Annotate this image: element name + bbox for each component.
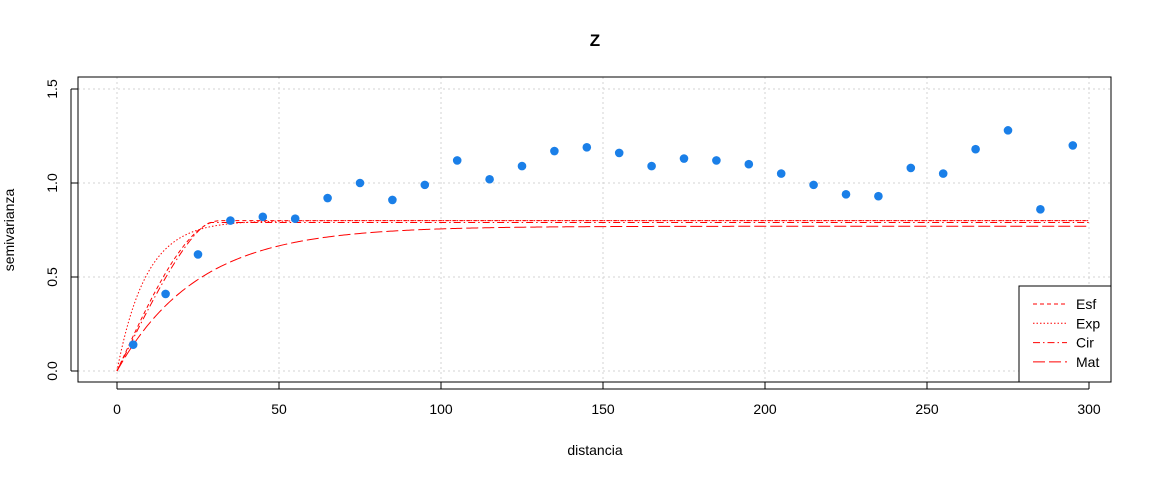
data-point xyxy=(258,212,268,222)
y-tick-label: 0.5 xyxy=(44,267,60,287)
x-axis: 0 50 100 150 200 250 300 xyxy=(113,382,1101,417)
model-curve-exp xyxy=(116,220,1089,372)
data-point xyxy=(874,191,883,201)
data-point xyxy=(193,250,203,259)
legend-box xyxy=(1018,285,1112,383)
data-point xyxy=(161,289,170,299)
grid xyxy=(78,77,1111,382)
y-tick-label: 1.0 xyxy=(44,173,60,193)
data-point xyxy=(388,195,397,205)
legend: Esf Exp Cir Mat xyxy=(1018,285,1112,383)
legend-label-exp: Exp xyxy=(1076,315,1100,331)
model-curves xyxy=(116,220,1089,372)
model-curve-mat xyxy=(116,225,1089,372)
legend-label-cir: Cir xyxy=(1076,335,1094,351)
y-tick-label: 0.0 xyxy=(44,361,60,381)
legend-label-esf: Esf xyxy=(1076,296,1096,312)
data-point xyxy=(452,156,462,165)
model-curve-cir xyxy=(116,221,1089,372)
model-curve-esf xyxy=(116,220,1089,372)
data-point xyxy=(1068,141,1078,150)
data-point xyxy=(647,161,656,171)
x-axis-title: distancia xyxy=(567,442,622,458)
data-point xyxy=(517,161,527,171)
x-tick-label: 300 xyxy=(1077,401,1101,417)
data-point xyxy=(679,154,689,163)
y-tick-label: 1.5 xyxy=(44,79,60,99)
data-point xyxy=(938,169,948,178)
data-point xyxy=(290,214,300,224)
y-axis: 0.0 0.5 1.0 1.5 xyxy=(44,79,78,381)
data-point xyxy=(614,148,624,158)
data-point xyxy=(841,189,851,199)
x-tick-label: 150 xyxy=(591,401,615,417)
plot-frame xyxy=(77,76,1112,383)
legend-label-mat: Mat xyxy=(1076,354,1099,370)
x-tick-label: 100 xyxy=(429,401,453,417)
data-point xyxy=(323,193,332,203)
data-point xyxy=(906,163,916,173)
data-point xyxy=(355,178,365,188)
data-point xyxy=(226,216,235,225)
data-point xyxy=(776,169,786,178)
x-tick-label: 200 xyxy=(753,401,777,417)
data-point xyxy=(712,156,721,165)
data-point xyxy=(1003,126,1013,135)
data-points xyxy=(128,126,1078,349)
x-tick-label: 0 xyxy=(113,401,121,417)
data-point xyxy=(128,340,138,349)
data-point xyxy=(485,174,494,184)
x-tick-label: 250 xyxy=(915,401,939,417)
data-point xyxy=(971,144,980,154)
data-point xyxy=(1036,205,1045,214)
y-axis-title: semivarianza xyxy=(1,189,17,272)
data-point xyxy=(809,180,818,190)
data-point xyxy=(582,142,592,152)
x-tick-label: 50 xyxy=(271,401,287,417)
data-point xyxy=(550,146,559,156)
chart-title: Z xyxy=(590,31,600,50)
data-point xyxy=(420,180,430,190)
data-point xyxy=(744,159,754,169)
